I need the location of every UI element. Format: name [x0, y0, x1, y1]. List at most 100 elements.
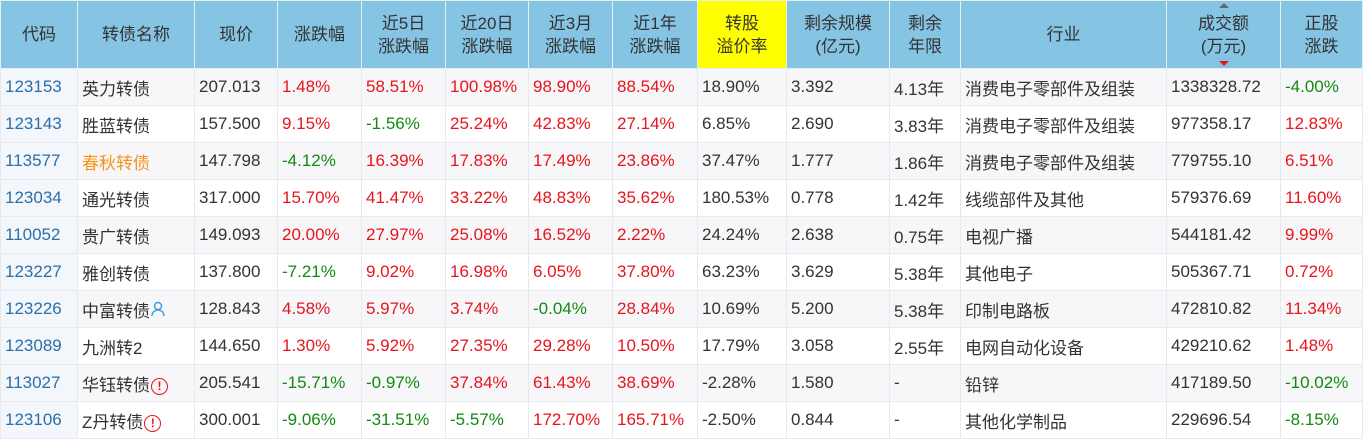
- years-value: -: [894, 410, 900, 429]
- table-row[interactable]: 123143 胜蓝转债 157.500 9.15% -1.56% 25.24% 42.83%…: [0, 105, 1363, 143]
- table-row[interactable]: 123034 通光转债 317.000 15.70% 41.47% 33.22% 48.83…: [0, 179, 1363, 217]
- table-row[interactable]: 123153 英力转债 207.013 1.48% 58.51% 100.98% 98.90…: [0, 68, 1363, 106]
- table-row[interactable]: 113577 春秋转债 147.798 -4.12% 16.39% 17.83% 17.49…: [0, 142, 1363, 180]
- header-change-1y[interactable]: 近1年 涨跌幅: [612, 0, 698, 69]
- cell-industry: 电视广播: [960, 216, 1167, 254]
- cell-amount: 229696.54: [1166, 401, 1281, 439]
- code-value: 123227: [5, 262, 62, 281]
- cell-amount: 472810.82: [1166, 290, 1281, 328]
- y1-value: 23.86%: [617, 151, 675, 170]
- cell-name[interactable]: Z丹转债!: [77, 401, 195, 439]
- header-change-5d[interactable]: 近5日 涨跌幅: [361, 0, 446, 69]
- price-value: 207.013: [199, 77, 261, 96]
- header-remaining-years[interactable]: 剩余 年限: [889, 0, 961, 69]
- size-value: 5.200: [791, 299, 834, 318]
- chg-value: 9.15%: [282, 114, 331, 133]
- cell-d20: 17.83%: [445, 142, 529, 180]
- cell-name[interactable]: 贵广转债: [77, 216, 195, 254]
- cell-name[interactable]: 华钰转债!: [77, 364, 195, 402]
- cell-code[interactable]: 123106: [0, 401, 78, 439]
- cell-code[interactable]: 123143: [0, 105, 78, 143]
- table-row[interactable]: 123226 中富转债 128.843 4.58% 5.97% 3.74% -0.04% 28…: [0, 290, 1363, 328]
- cell-chg: -9.06%: [277, 401, 362, 439]
- premium-value: -2.28%: [702, 373, 756, 392]
- table-row[interactable]: 123089 九洲转2 144.650 1.30% 5.92% 27.35% 29.28% 1…: [0, 327, 1363, 365]
- cell-code[interactable]: 123227: [0, 253, 78, 291]
- header-conversion-premium[interactable]: 转股 溢价率: [697, 0, 787, 69]
- header-label: 转股: [725, 13, 759, 33]
- premium-value: -2.50%: [702, 410, 756, 429]
- table-row[interactable]: 123227 雅创转债 137.800 -7.21% 9.02% 16.98% 6.05% 3…: [0, 253, 1363, 291]
- m3-value: 16.52%: [533, 225, 591, 244]
- cell-code[interactable]: 123153: [0, 68, 78, 106]
- header-price[interactable]: 现价: [194, 0, 278, 69]
- cell-price: 317.000: [194, 179, 278, 217]
- chg-value: -7.21%: [282, 262, 336, 281]
- size-value: 2.690: [791, 114, 834, 133]
- cell-name[interactable]: 春秋转债: [77, 142, 195, 180]
- name-value: 通光转债: [82, 190, 150, 210]
- cell-premium: 63.23%: [697, 253, 787, 291]
- d5-value: 9.02%: [366, 262, 415, 281]
- sort-desc-icon[interactable]: [1218, 61, 1229, 66]
- cell-amount: 505367.71: [1166, 253, 1281, 291]
- table-row[interactable]: 113027 华钰转债! 205.541 -15.71% -0.97% 37.84% 61.…: [0, 364, 1363, 402]
- header-code[interactable]: 代码: [0, 0, 78, 69]
- cell-name[interactable]: 胜蓝转债: [77, 105, 195, 143]
- header-change[interactable]: 涨跌幅: [277, 0, 362, 69]
- price-value: 149.093: [199, 225, 261, 244]
- stock-value: 1.48%: [1285, 336, 1334, 355]
- cell-years: 1.42年: [889, 179, 961, 217]
- y1-value: 35.62%: [617, 188, 675, 207]
- sort-asc-icon[interactable]: [1218, 3, 1229, 8]
- header-industry[interactable]: 行业: [960, 0, 1167, 69]
- header-label: 近1年: [633, 13, 677, 33]
- cell-name[interactable]: 九洲转2: [77, 327, 195, 365]
- cell-d5: 58.51%: [361, 68, 446, 106]
- code-value: 123143: [5, 114, 62, 133]
- header-label: 代码: [22, 25, 56, 44]
- cell-m3: 29.28%: [528, 327, 613, 365]
- d5-value: -0.97%: [366, 373, 420, 392]
- d5-value: -1.56%: [366, 114, 420, 133]
- cell-d5: 16.39%: [361, 142, 446, 180]
- header-name[interactable]: 转债名称: [77, 0, 195, 69]
- header-change-3m[interactable]: 近3月 涨跌幅: [528, 0, 613, 69]
- cell-industry: 其他电子: [960, 253, 1167, 291]
- header-label: 涨跌幅: [294, 25, 345, 44]
- cell-code[interactable]: 123034: [0, 179, 78, 217]
- cell-years: 1.86年: [889, 142, 961, 180]
- code-value: 123089: [5, 336, 62, 355]
- table-row[interactable]: 110052 贵广转债 149.093 20.00% 27.97% 25.08% 16.52…: [0, 216, 1363, 254]
- header-change-20d[interactable]: 近20日 涨跌幅: [445, 0, 529, 69]
- d5-value: 58.51%: [366, 77, 424, 96]
- header-remaining-size[interactable]: 剩余规模 (亿元): [786, 0, 890, 69]
- m3-value: 61.43%: [533, 373, 591, 392]
- amount-value: 505367.71: [1171, 262, 1252, 281]
- cell-amount: 417189.50: [1166, 364, 1281, 402]
- cell-code[interactable]: 110052: [0, 216, 78, 254]
- cell-code[interactable]: 123226: [0, 290, 78, 328]
- cell-name[interactable]: 中富转债: [77, 290, 195, 328]
- d5-value: 5.92%: [366, 336, 415, 355]
- warning-icon: !: [144, 414, 162, 432]
- cell-name[interactable]: 通光转债: [77, 179, 195, 217]
- cell-code[interactable]: 113027: [0, 364, 78, 402]
- cell-code[interactable]: 113577: [0, 142, 78, 180]
- cell-name[interactable]: 雅创转债: [77, 253, 195, 291]
- amount-value: 544181.42: [1171, 225, 1252, 244]
- stock-value: 6.51%: [1285, 151, 1334, 170]
- cell-chg: -7.21%: [277, 253, 362, 291]
- header-stock-change[interactable]: 正股 涨跌: [1280, 0, 1363, 69]
- table-row[interactable]: 123106 Z丹转债! 300.001 -9.06% -31.51% -5.57% 172…: [0, 401, 1363, 439]
- cell-code[interactable]: 123089: [0, 327, 78, 365]
- cell-m3: 172.70%: [528, 401, 613, 439]
- cell-premium: 180.53%: [697, 179, 787, 217]
- cell-premium: 10.69%: [697, 290, 787, 328]
- amount-value: 1338328.72: [1171, 77, 1261, 96]
- cell-name[interactable]: 英力转债: [77, 68, 195, 106]
- years-value: 4.13年: [894, 79, 945, 99]
- header-amount[interactable]: 成交额 (万元): [1166, 0, 1281, 69]
- header-label: 涨跌幅: [545, 36, 596, 56]
